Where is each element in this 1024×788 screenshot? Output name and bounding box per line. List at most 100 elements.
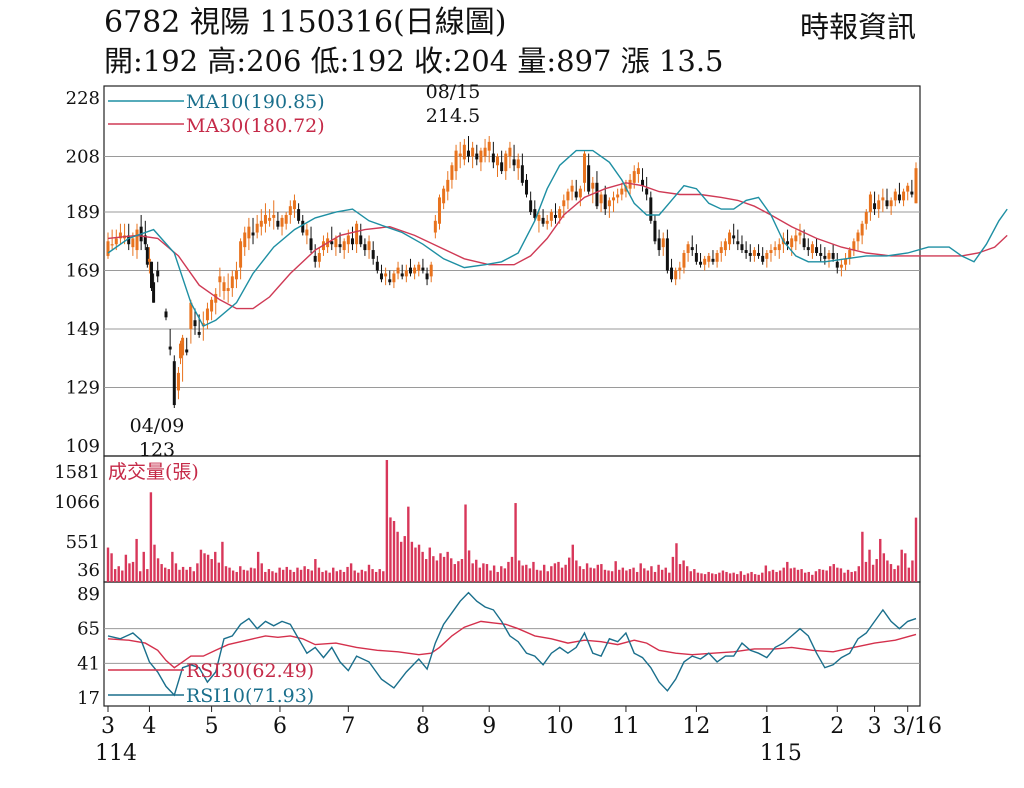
candle-body [251, 232, 255, 236]
volume-bar [131, 561, 135, 582]
volume-bar [675, 543, 678, 582]
x-tick-label: 7 [341, 714, 355, 739]
candle-body [214, 293, 218, 303]
volume-bar [214, 551, 217, 582]
candle-body [226, 288, 230, 292]
candle-body [255, 223, 259, 233]
volume-bar [800, 569, 803, 582]
candle-body [554, 214, 558, 218]
volume-bar [156, 558, 160, 582]
volume-bar [403, 536, 406, 582]
candle-body [189, 302, 193, 330]
candle-body [649, 197, 653, 221]
candle-body [292, 200, 296, 210]
volume-bar [643, 568, 646, 582]
volume-bar [521, 565, 524, 582]
candle-body [172, 361, 176, 406]
candle-body [168, 346, 172, 350]
candle-body [350, 238, 354, 245]
candle-body [839, 264, 843, 268]
high-date-annotation: 08/15 [426, 81, 481, 103]
volume-bar [846, 569, 850, 582]
ma30-legend-label: MA30(180.72) [186, 115, 325, 137]
volume-bar [478, 567, 482, 582]
x-tick-label: 9 [482, 714, 496, 739]
candle-body [612, 197, 616, 201]
candle-body [338, 244, 342, 248]
candle-body [176, 372, 180, 391]
volume-bar [378, 569, 381, 582]
volume-bar [371, 569, 374, 582]
volume-bar [435, 560, 439, 582]
volume-bar [457, 561, 460, 582]
candle-body [885, 200, 889, 207]
candle-body [342, 241, 346, 251]
volume-bar [482, 563, 485, 582]
candle-body [164, 311, 168, 318]
volume-bar [178, 569, 181, 582]
candle-body [786, 241, 790, 245]
volume-bar [696, 572, 700, 582]
candle-body [802, 238, 806, 248]
volume-bar [117, 566, 120, 582]
volume-bar [239, 566, 242, 582]
price-y-tick-label: 228 [66, 88, 100, 109]
volume-bar [253, 568, 256, 582]
rsi10-line [107, 591, 917, 697]
volume-bar [907, 567, 911, 582]
candle-body [670, 267, 674, 280]
candle-body [752, 250, 756, 256]
volume-bar [332, 567, 335, 582]
candle-body [748, 252, 752, 256]
candle-body [529, 200, 533, 213]
candle-body [437, 197, 441, 224]
volume-bar [514, 503, 517, 582]
x-tick-label: 11 [612, 714, 640, 739]
candle-body [657, 238, 661, 251]
candle-body [558, 209, 562, 218]
candle-body [574, 191, 578, 198]
volume-bar [711, 573, 714, 582]
volume-bar [339, 569, 342, 582]
candle-body [827, 252, 831, 259]
x-year-label: 115 [760, 741, 802, 766]
candle-body [197, 331, 201, 335]
volume-title: 成交量(張) [108, 461, 199, 483]
candle-body [864, 212, 868, 224]
volume-bar [603, 569, 607, 582]
ma30-line [107, 182, 1008, 310]
volume-bar [503, 568, 507, 582]
volume-bar [668, 572, 671, 582]
volume-bar [382, 571, 385, 582]
volume-bar [442, 556, 446, 582]
candle-body [400, 273, 404, 277]
candle-body [728, 232, 732, 245]
volume-bar [854, 571, 857, 582]
volume-bar [110, 553, 113, 582]
candle-body [429, 264, 433, 277]
volume-bar [660, 569, 664, 582]
candle-body [537, 214, 541, 221]
volume-bar [843, 572, 846, 582]
volume-bar [732, 572, 735, 582]
candle-body [844, 258, 848, 265]
x-tick-label: 3 [101, 714, 115, 739]
candle-body [777, 244, 781, 251]
candle-body [566, 191, 570, 201]
volume-bar [546, 571, 549, 582]
candle-body [359, 235, 363, 245]
rsi30-legend-label: RSI30(62.49) [186, 660, 314, 682]
candle-body [707, 255, 711, 262]
candle-body [346, 235, 350, 245]
volume-bar [768, 571, 771, 582]
candle-body [823, 255, 827, 259]
candle-body [421, 267, 425, 271]
volume-bar [292, 571, 296, 582]
volume-bar [256, 551, 260, 582]
candle-body [653, 220, 657, 242]
volume-bar [839, 568, 843, 582]
candle-body [628, 179, 632, 189]
price-quote-line: 開:192 高:206 低:192 收:204 量:897 漲 13.5 [104, 44, 724, 78]
volume-bar [267, 569, 271, 582]
volume-bar [492, 565, 496, 582]
